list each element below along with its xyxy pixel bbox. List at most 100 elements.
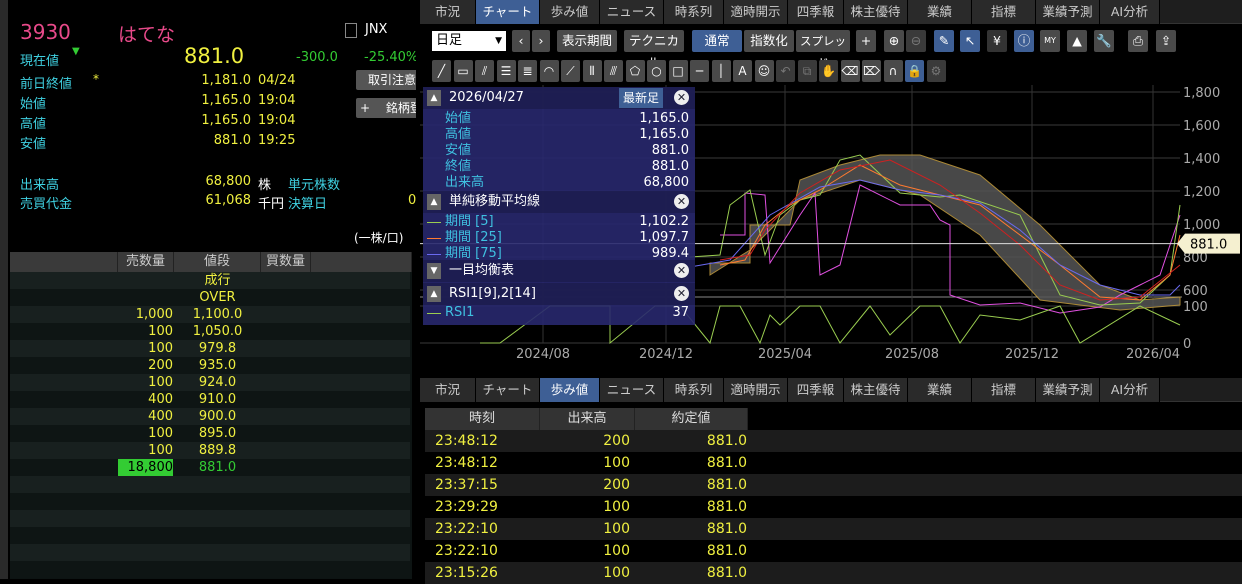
spread-mode-button[interactable]: スプレッド (796, 30, 850, 70)
trades-header-price[interactable]: 約定値 (635, 408, 748, 430)
pentagon-icon[interactable]: ⬠ (625, 60, 645, 82)
eraser-all-icon[interactable]: ⌦ (862, 60, 881, 82)
magnet-icon[interactable]: ∩ (883, 60, 903, 82)
close-icon[interactable]: ✕ (674, 194, 689, 209)
sell-qty[interactable]: 100 (148, 341, 173, 356)
price[interactable]: 979.8 (198, 341, 237, 356)
yen-icon[interactable]: ¥ (987, 30, 1007, 52)
trades-header-volume[interactable]: 出来高 (540, 408, 635, 430)
trade-row[interactable]: 23:22:10 100 881.0 (425, 540, 1242, 562)
trade-row[interactable]: 23:15:26 100 881.0 (425, 562, 1242, 584)
sell-qty[interactable]: 100 (148, 324, 173, 339)
close-icon[interactable]: ✕ (674, 263, 689, 278)
trade-row[interactable]: 23:48:12 100 881.0 (425, 452, 1242, 474)
price[interactable]: 910.0 (198, 392, 237, 407)
register-stock-button[interactable]: + 銘柄登録 (356, 98, 416, 118)
trade-row[interactable]: 23:29:29 100 881.0 (425, 496, 1242, 518)
price[interactable]: 889.8 (198, 443, 237, 458)
expand-icon[interactable]: ▼ (427, 263, 441, 279)
info-icon[interactable]: ⓘ (1014, 30, 1034, 52)
sell-qty[interactable]: 1,000 (135, 307, 173, 322)
tab-6[interactable]: 四季報 (788, 0, 844, 24)
lock-pencil-icon[interactable]: 🔒 (905, 60, 924, 82)
ruler-icon[interactable]: ▭ (453, 60, 473, 82)
pencil-icon[interactable]: ✎ (934, 30, 954, 52)
parallel-icon[interactable]: ⫽ (475, 60, 494, 82)
collapse-icon[interactable]: ▲ (427, 194, 441, 210)
tab-7[interactable]: 株主優待 (844, 378, 908, 402)
tab-4[interactable]: 時系列 (664, 378, 724, 402)
vlines-icon[interactable]: ⦀ (582, 60, 602, 82)
line-icon[interactable]: ╱ (432, 60, 451, 82)
index-mode-button[interactable]: 指数化 (744, 30, 794, 52)
trades-header-time[interactable]: 時刻 (425, 408, 540, 430)
price[interactable]: 1,050.0 (192, 324, 243, 339)
sell-qty[interactable]: 100 (148, 375, 173, 390)
collapse-icon[interactable]: ▲ (427, 286, 441, 302)
price[interactable]: 1,100.0 (192, 307, 243, 322)
trade-row[interactable]: 23:22:10 100 881.0 (425, 518, 1242, 540)
tab-3[interactable]: ニュース (600, 0, 664, 24)
hline-icon[interactable]: ─ (690, 60, 709, 82)
pitchfork-icon[interactable]: ⫻ (604, 60, 623, 82)
document-icon[interactable] (345, 23, 357, 38)
fib-arc-icon[interactable]: ◠ (539, 60, 559, 82)
book-header-price[interactable]: 値段 (174, 252, 261, 272)
tab-2[interactable]: 歩み値 (540, 378, 600, 402)
hand-icon[interactable]: ✋ (819, 60, 838, 82)
text-icon[interactable]: A (733, 60, 752, 82)
sell-qty[interactable]: 400 (148, 392, 173, 407)
display-range-button[interactable]: 表示期間 (557, 30, 617, 52)
tab-11[interactable]: AI分析 (1100, 0, 1160, 24)
icon-icon[interactable]: ☺ (754, 60, 774, 82)
rect-icon[interactable]: □ (668, 60, 688, 82)
tab-0[interactable]: 市況 (420, 0, 476, 24)
tab-5[interactable]: 適時開示 (724, 0, 788, 24)
cursor-icon[interactable]: ↖ (960, 30, 980, 52)
hlines-icon[interactable]: ☰ (496, 60, 516, 82)
price[interactable]: 924.0 (198, 375, 237, 390)
eraser-icon[interactable]: ⌫ (840, 60, 860, 82)
tab-6[interactable]: 四季報 (788, 378, 844, 402)
tab-4[interactable]: 時系列 (664, 0, 724, 24)
sell-qty[interactable]: 200 (148, 358, 173, 373)
price[interactable]: 成行 (204, 273, 231, 288)
fan-icon[interactable]: ⟋ (561, 60, 580, 82)
close-icon[interactable]: ✕ (674, 286, 689, 301)
next-button[interactable]: › (532, 30, 550, 52)
sell-qty[interactable]: 100 (148, 443, 173, 458)
tab-7[interactable]: 株主優待 (844, 0, 908, 24)
hlines-multi-icon[interactable]: ≣ (518, 60, 537, 82)
tab-0[interactable]: 市況 (420, 378, 476, 402)
book-header-sell[interactable]: 売数量 (118, 252, 174, 272)
tab-11[interactable]: AI分析 (1100, 378, 1160, 402)
wrench-icon[interactable]: 🔧 (1094, 30, 1114, 52)
area-chart-icon[interactable]: ▲ (1067, 30, 1087, 52)
trade-row[interactable]: 23:48:12 200 881.0 (425, 430, 1242, 452)
tab-2[interactable]: 歩み値 (540, 0, 600, 24)
tab-1[interactable]: チャート (476, 378, 540, 402)
prev-button[interactable]: ‹ (512, 30, 530, 52)
vline-icon[interactable]: │ (711, 60, 731, 82)
zoom-in-icon[interactable]: ⊕ (884, 30, 904, 52)
sell-qty[interactable]: 18,800 (118, 459, 173, 476)
circle-icon[interactable]: ○ (647, 60, 666, 82)
tab-10[interactable]: 業績予測 (1036, 0, 1100, 24)
price[interactable]: 881.0 (198, 460, 237, 475)
tab-8[interactable]: 業績 (908, 0, 972, 24)
crosshair-icon[interactable]: + (856, 30, 876, 52)
book-header-buy[interactable]: 買数量 (261, 252, 311, 272)
normal-mode-button[interactable]: 通常 (692, 30, 742, 52)
trade-caution-button[interactable]: 取引注意 (356, 70, 416, 90)
copy-icon[interactable]: ⧉ (797, 60, 817, 82)
tab-3[interactable]: ニュース (600, 378, 664, 402)
export-icon[interactable]: ⇪ (1156, 30, 1176, 52)
tab-10[interactable]: 業績予測 (1036, 378, 1100, 402)
latest-bar-button[interactable]: 最新足 (619, 88, 664, 108)
tab-5[interactable]: 適時開示 (724, 378, 788, 402)
my-chart-icon[interactable]: MY (1040, 30, 1060, 52)
tab-1[interactable]: チャート (476, 0, 540, 24)
tab-8[interactable]: 業績 (908, 378, 972, 402)
tab-9[interactable]: 指標 (972, 378, 1036, 402)
sell-qty[interactable]: 100 (148, 426, 173, 441)
